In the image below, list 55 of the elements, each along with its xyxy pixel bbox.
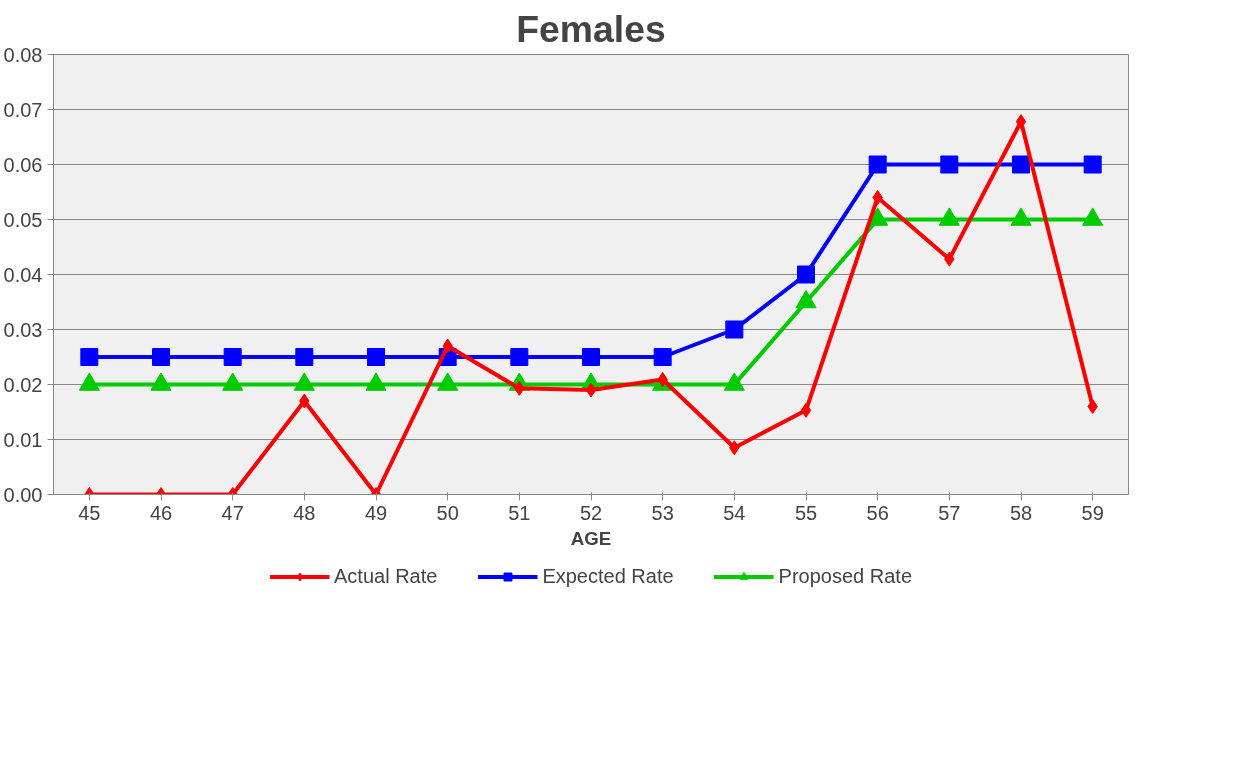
x-axis-title: AGE xyxy=(570,527,612,549)
y-tick-label: 0.05 xyxy=(3,208,43,231)
y-tick-label: 0.07 xyxy=(3,98,43,121)
point xyxy=(1012,155,1030,174)
y-tick-label: 0.03 xyxy=(3,318,43,341)
point xyxy=(872,190,883,205)
x-tick-label: 56 xyxy=(866,501,889,524)
point xyxy=(585,382,597,398)
point xyxy=(152,348,170,366)
point xyxy=(295,348,314,366)
x-tick-label: 51 xyxy=(508,501,531,524)
point xyxy=(1083,155,1102,174)
point xyxy=(653,348,672,366)
legend-label: Expected Rate xyxy=(542,564,674,588)
point xyxy=(365,372,387,391)
legend-label: Actual Rate xyxy=(333,564,438,588)
x-tick-label: 58 xyxy=(1009,501,1033,524)
x-tick-label: 46 xyxy=(149,501,173,524)
point xyxy=(1087,399,1098,414)
point xyxy=(800,402,812,418)
x-tick-label: 52 xyxy=(579,501,603,524)
point xyxy=(223,348,242,366)
x-tick-label: 49 xyxy=(364,501,388,524)
y-tick-label: 0.02 xyxy=(3,373,43,396)
y-tick-label: 0.06 xyxy=(3,153,43,176)
x-tick-label: 50 xyxy=(436,501,459,524)
x-tick-label: 45 xyxy=(78,501,101,524)
x-tick-label: 48 xyxy=(293,501,316,524)
point xyxy=(725,320,744,339)
point xyxy=(367,348,385,366)
point xyxy=(293,372,315,391)
y-tick-label: 0.00 xyxy=(3,483,43,506)
point xyxy=(510,348,529,366)
y-tick-label: 0.08 xyxy=(3,43,43,66)
point xyxy=(437,372,459,391)
y-tick-label: 0.01 xyxy=(3,428,43,451)
x-tick-label: 55 xyxy=(794,501,818,524)
x-tick-label: 57 xyxy=(938,501,961,524)
point xyxy=(797,265,815,284)
point xyxy=(1015,114,1027,130)
point xyxy=(222,372,244,391)
chart-title: Females xyxy=(516,7,666,50)
x-tick-label: 54 xyxy=(723,501,746,524)
x-tick-label: 47 xyxy=(221,501,244,524)
point xyxy=(78,372,100,391)
point xyxy=(150,372,172,391)
point xyxy=(868,155,887,174)
y-tick-label: 0.04 xyxy=(3,263,43,286)
point xyxy=(582,348,600,366)
x-tick-label: 59 xyxy=(1081,501,1104,524)
point xyxy=(80,348,99,366)
point xyxy=(723,372,745,391)
x-tick-label: 53 xyxy=(651,501,674,524)
legend-label: Proposed Rate xyxy=(778,564,913,588)
point xyxy=(940,155,959,174)
